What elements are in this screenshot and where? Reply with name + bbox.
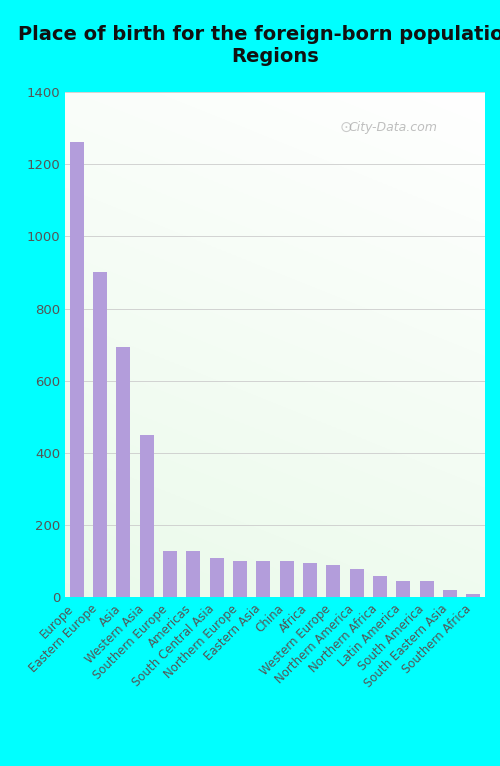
Bar <box>280 561 293 597</box>
Bar <box>303 563 317 597</box>
Text: Place of birth for the foreign-born population -
Regions: Place of birth for the foreign-born popu… <box>18 25 500 67</box>
Bar <box>256 561 270 597</box>
Bar <box>350 568 364 597</box>
Bar <box>420 581 434 597</box>
Bar <box>140 435 153 597</box>
Bar <box>396 581 410 597</box>
Bar <box>326 565 340 597</box>
Bar <box>93 273 107 597</box>
Bar <box>466 594 480 597</box>
Bar <box>210 558 224 597</box>
Bar <box>373 576 387 597</box>
Bar <box>163 551 177 597</box>
Bar <box>70 142 84 597</box>
Bar <box>116 346 130 597</box>
Text: ⊙: ⊙ <box>340 119 353 135</box>
Bar <box>186 551 200 597</box>
Text: City-Data.com: City-Data.com <box>348 121 437 134</box>
Bar <box>443 591 457 597</box>
Bar <box>233 561 247 597</box>
